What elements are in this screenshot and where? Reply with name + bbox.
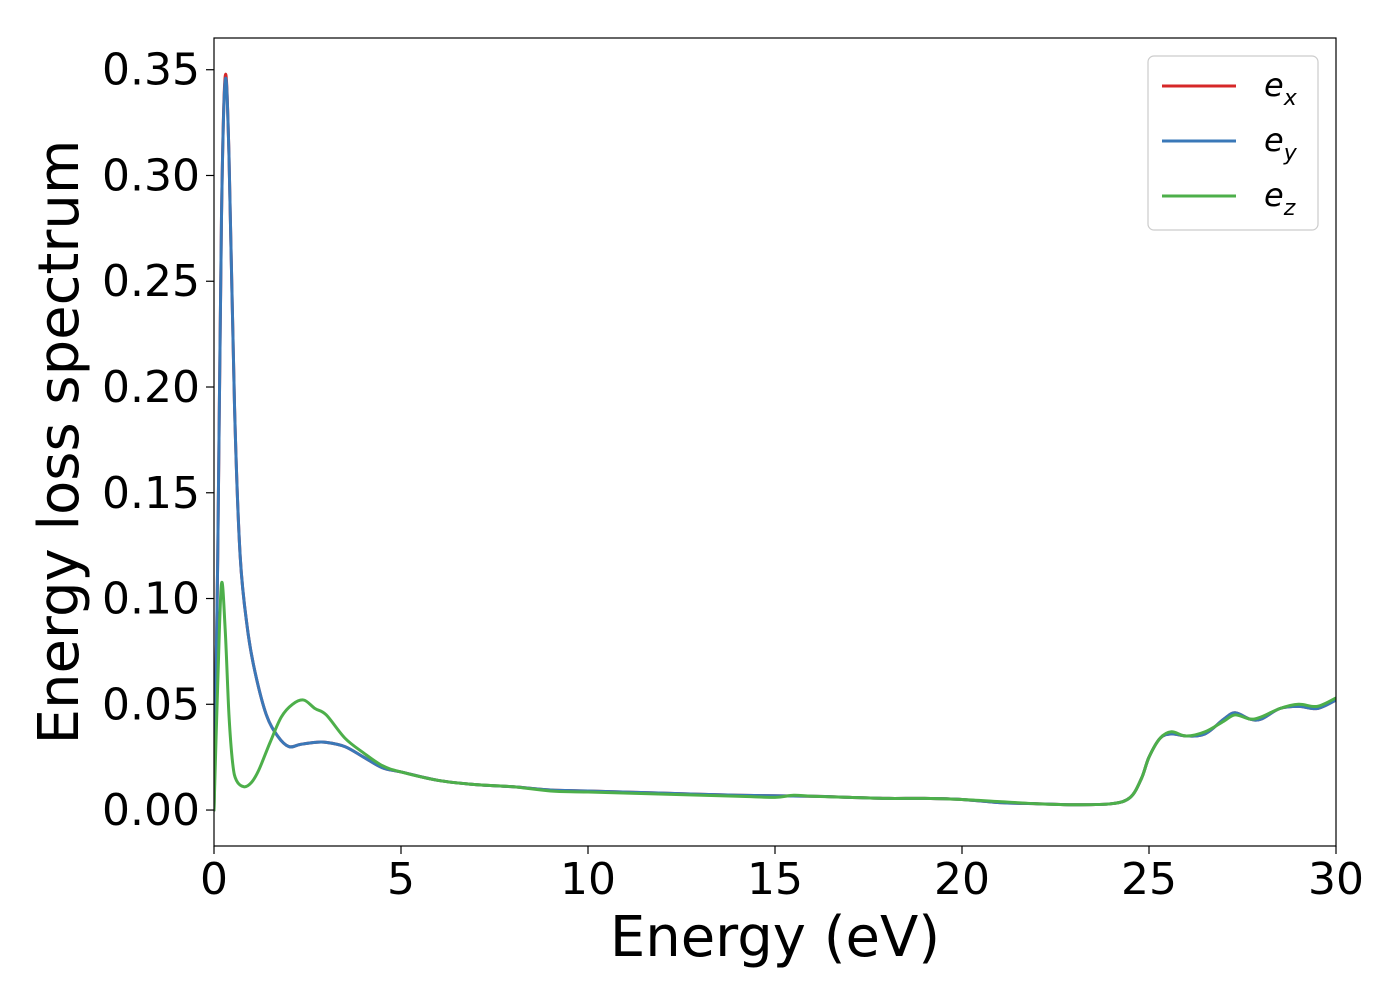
y-axis: 0.00 0.05 0.10 0.15 0.20 0.25 0.30 0.35 (102, 45, 214, 836)
y-tick-label: 0.35 (102, 45, 200, 96)
x-tick-label: 5 (387, 854, 415, 905)
legend-label: ex (1264, 66, 1298, 111)
y-tick-label: 0.25 (102, 256, 200, 307)
x-tick-label: 25 (1121, 854, 1177, 905)
y-tick-label: 0.30 (102, 150, 200, 201)
x-tick-label: 20 (934, 854, 990, 905)
legend-box (1147, 55, 1319, 231)
x-axis-title: Energy (eV) (610, 905, 940, 970)
plot-lines (214, 72, 1336, 812)
series-line-z (214, 580, 1336, 812)
legend-label: ey (1264, 121, 1298, 166)
y-tick-label: 0.05 (102, 679, 200, 730)
y-axis-title: Energy loss spectrum (27, 140, 92, 745)
y-tick-label: 0.10 (102, 574, 200, 625)
y-tick-label: 0.20 (102, 362, 200, 413)
x-tick-label: 15 (747, 854, 803, 905)
legend: ex ey ez (1147, 55, 1319, 231)
y-tick-label: 0.15 (102, 468, 200, 519)
legend-label: ez (1264, 176, 1296, 221)
x-tick-label: 0 (200, 854, 228, 905)
x-tick-label: 10 (560, 854, 616, 905)
x-axis: 0 5 10 15 20 25 30 (200, 846, 1364, 905)
x-tick-label: 30 (1308, 854, 1364, 905)
y-tick-label: 0.00 (102, 785, 200, 836)
